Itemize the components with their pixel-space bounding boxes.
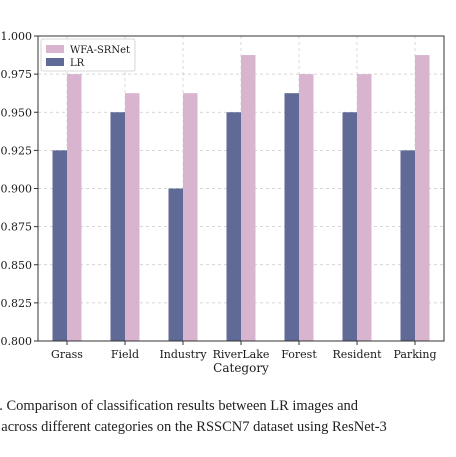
x-tick-label-industry: Industry bbox=[159, 348, 207, 361]
x-tick-label-forest: Forest bbox=[281, 348, 317, 361]
legend-swatch-wfa-srnet bbox=[46, 45, 64, 53]
x-axis: Grass Field Industry RiverLake Forest Residen… bbox=[51, 341, 437, 361]
figure-caption: 6. Comparison of classification results … bbox=[0, 396, 456, 438]
y-axis: 0.800 0.825 0.850 0.875 0.900 0.925 0.950 0.975… bbox=[1, 30, 38, 348]
legend: WFA-SRNet LR bbox=[40, 38, 136, 72]
bar-wfa-srnet-forest bbox=[299, 74, 314, 341]
legend-box bbox=[40, 38, 136, 72]
y-tick-label: 0.925 bbox=[1, 144, 33, 157]
x-axis-label: Category bbox=[213, 361, 269, 375]
x-tick-label-field: Field bbox=[111, 348, 139, 361]
x-tick-label-parking: Parking bbox=[393, 348, 436, 361]
y-tick-label: 0.875 bbox=[1, 221, 33, 234]
bar-wfa-srnet-industry bbox=[183, 93, 198, 341]
caption-line-2: s across different categories on the RSS… bbox=[0, 419, 387, 435]
legend-label-wfa-srnet: WFA-SRNet bbox=[70, 45, 130, 56]
y-tick-label: 0.825 bbox=[1, 297, 33, 310]
bar-wfa-srnet-resident bbox=[357, 74, 372, 341]
legend-label-lr: LR bbox=[70, 58, 85, 69]
bar-wfa-srnet-grass bbox=[67, 74, 82, 341]
bar-lr-field bbox=[110, 112, 125, 341]
caption-line-1: 6. Comparison of classification results … bbox=[0, 398, 359, 414]
x-tick-label-resident: Resident bbox=[332, 348, 382, 361]
bar-wfa-srnet-parking bbox=[415, 55, 430, 341]
legend-swatch-lr bbox=[46, 58, 64, 66]
bar-lr-grass bbox=[52, 150, 67, 341]
y-tick-label: 0.800 bbox=[1, 335, 33, 348]
bar-lr-riverlake bbox=[226, 112, 241, 341]
x-tick-label-riverlake: RiverLake bbox=[213, 348, 270, 361]
y-tick-label: 0.975 bbox=[1, 68, 33, 81]
y-tick-label: 0.850 bbox=[1, 259, 33, 272]
bar-wfa-srnet-field bbox=[125, 93, 140, 341]
bar-wfa-srnet-riverlake bbox=[241, 55, 256, 341]
y-tick-label: 1.000 bbox=[1, 30, 33, 43]
bar-lr-industry bbox=[168, 188, 183, 341]
bar-lr-resident bbox=[342, 112, 357, 341]
bar-lr-forest bbox=[284, 93, 299, 341]
y-tick-label: 0.900 bbox=[1, 183, 33, 196]
x-tick-label-grass: Grass bbox=[51, 348, 83, 361]
bars bbox=[52, 55, 430, 341]
y-tick-label: 0.950 bbox=[1, 106, 33, 119]
bar-lr-parking bbox=[400, 150, 415, 341]
